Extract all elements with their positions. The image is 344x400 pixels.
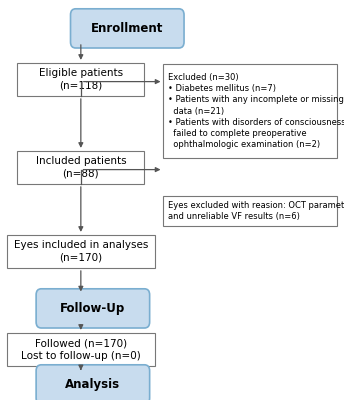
FancyBboxPatch shape [36,365,150,400]
FancyBboxPatch shape [7,333,155,366]
FancyBboxPatch shape [71,9,184,48]
Text: Excluded (n=30)
• Diabetes mellitus (n=7)
• Patients with any incomplete or miss: Excluded (n=30) • Diabetes mellitus (n=7… [168,73,344,149]
Text: Analysis: Analysis [65,378,120,391]
FancyBboxPatch shape [163,64,337,158]
FancyBboxPatch shape [36,289,150,328]
Text: Followed (n=170)
Lost to follow-up (n=0): Followed (n=170) Lost to follow-up (n=0) [21,338,141,361]
FancyBboxPatch shape [17,63,144,96]
FancyBboxPatch shape [163,196,337,226]
FancyBboxPatch shape [7,235,155,268]
FancyBboxPatch shape [17,151,144,184]
Text: Included patients
(n=88): Included patients (n=88) [35,156,126,179]
Text: Eyes included in analyses
(n=170): Eyes included in analyses (n=170) [14,240,148,263]
Text: Eyes excluded with reasion: OCT parameters
and unreliable VF results (n=6): Eyes excluded with reasion: OCT paramete… [168,201,344,221]
Text: Enrollment: Enrollment [91,22,163,35]
Text: Follow-Up: Follow-Up [60,302,126,315]
Text: Eligible patients
(n=118): Eligible patients (n=118) [39,68,123,91]
